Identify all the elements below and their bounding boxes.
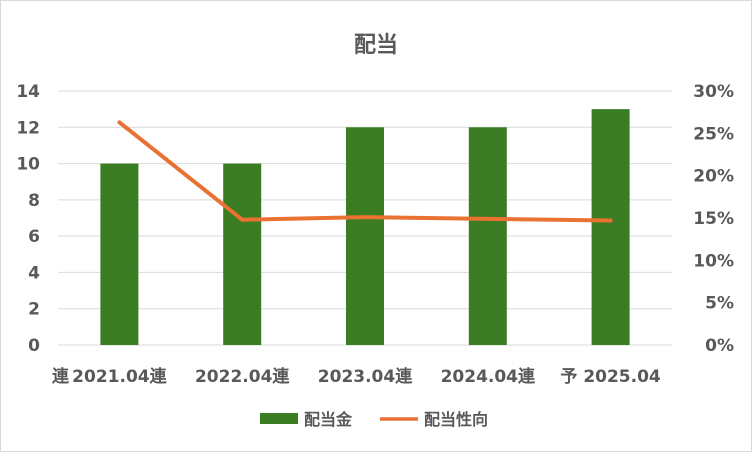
x-axis: 連 2021.04連 2022.04連 2023.04連 2024.04連 予 2025… <box>52 366 661 387</box>
y-left-tick-label: 6 <box>28 227 40 247</box>
y-left-tick-label: 2 <box>28 300 40 320</box>
y-left-tick-label: 4 <box>28 263 40 283</box>
y-right-tick-label: 30% <box>693 82 734 102</box>
x-tick-label: 2024.04連 <box>441 366 536 387</box>
x-tick-label: 予 2025.04 <box>560 367 661 387</box>
legend-bar-swatch <box>260 413 298 424</box>
x-tick-label: 2023.04連 <box>318 366 413 387</box>
bar <box>223 163 262 345</box>
y-right-tick-label: 15% <box>693 209 734 229</box>
y-right-tick-label: 20% <box>693 167 734 187</box>
legend-line-label: 配当性向 <box>424 410 488 429</box>
right-axis: 0% 5% 10% 15% 20% 25% 30% <box>693 82 734 356</box>
y-right-tick-label: 0% <box>705 336 734 356</box>
line-series <box>117 120 613 223</box>
y-left-tick-label: 0 <box>28 336 40 356</box>
bar-series <box>100 109 630 346</box>
bar <box>591 109 630 346</box>
x-tick-label: 2022.04連 <box>195 366 290 387</box>
x-axis-corner-label: 連 <box>52 366 70 387</box>
legend: 配当金 配当性向 <box>260 410 488 429</box>
bar <box>468 127 507 346</box>
y-right-tick-label: 5% <box>705 294 734 314</box>
legend-bar-label: 配当金 <box>304 410 353 429</box>
left-axis: 0 2 4 6 8 10 12 14 <box>16 82 40 356</box>
x-tick-label: 2021.04連 <box>72 366 167 387</box>
bar <box>100 163 139 345</box>
chart-title: 配当 <box>354 33 398 58</box>
bar <box>346 127 384 346</box>
y-right-tick-label: 25% <box>693 124 734 144</box>
y-left-tick-label: 14 <box>16 82 40 102</box>
y-left-tick-label: 10 <box>16 155 40 175</box>
y-left-tick-label: 8 <box>28 191 40 211</box>
y-left-tick-label: 12 <box>16 118 40 138</box>
y-right-tick-label: 10% <box>693 251 734 271</box>
